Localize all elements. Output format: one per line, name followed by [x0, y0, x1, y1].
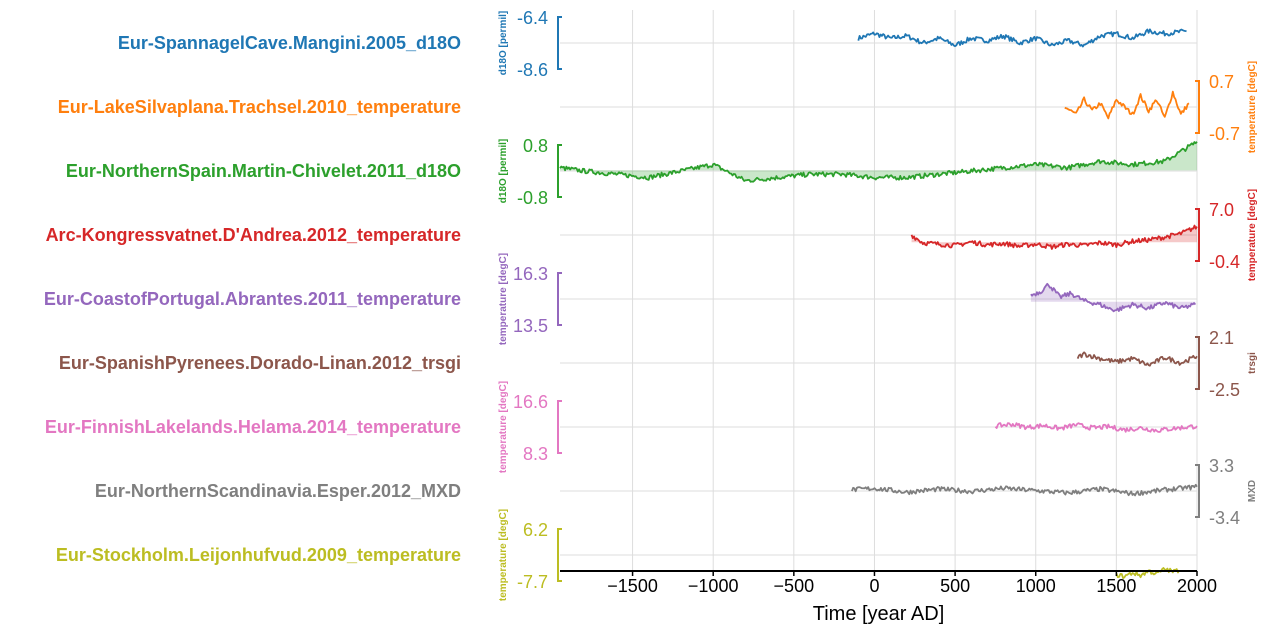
series-label: Arc-Kongressvatnet.D'Andrea.2012_tempera… — [46, 225, 461, 245]
y-tick-bottom: -8.6 — [517, 60, 548, 80]
y-tick-top: 2.1 — [1209, 328, 1234, 348]
y-axis-unit: temperature [degC] — [1247, 61, 1258, 153]
vertical-gridlines — [632, 10, 1198, 571]
y-axis-unit: trsgi — [1247, 352, 1258, 374]
y-tick-bottom: 8.3 — [523, 444, 548, 464]
y-axis — [557, 400, 562, 454]
series-line — [559, 141, 1198, 183]
y-tick-top: 6.2 — [523, 520, 548, 540]
x-tick-label: −1000 — [688, 576, 739, 596]
series-line — [1030, 282, 1197, 313]
series-label: Eur-SpannagelCave.Mangini.2005_d18O — [118, 33, 461, 53]
y-tick-top: -6.4 — [517, 8, 548, 28]
x-tick-label: 2000 — [1177, 576, 1217, 596]
y-axis — [557, 16, 562, 70]
series-row-5: Eur-SpanishPyrenees.Dorado-Linan.2012_tr… — [59, 328, 1258, 400]
series-row-0: Eur-SpannagelCave.Mangini.2005_d18O -6.4 -… — [118, 8, 1197, 80]
y-axis-unit: temperature [degC] — [498, 509, 509, 601]
series-label: Eur-SpanishPyrenees.Dorado-Linan.2012_tr… — [59, 353, 461, 373]
y-tick-bottom: -0.7 — [1209, 124, 1240, 144]
y-tick-bottom: -0.8 — [517, 188, 548, 208]
time-axis-label: Time [year AD] — [813, 603, 945, 625]
y-axis — [557, 144, 562, 198]
y-tick-top: 0.8 — [523, 136, 548, 156]
y-axis-unit: MXD — [1247, 480, 1258, 502]
x-tick-label: 500 — [940, 576, 970, 596]
y-axis — [1195, 208, 1200, 262]
time-axis: −1500 −1000 −500 0 500 1000 1500 2000 Time [yea… — [560, 570, 1217, 625]
series-rows: Eur-SpannagelCave.Mangini.2005_d18O -6.4 -… — [44, 8, 1258, 601]
series-label: Eur-NorthernSpain.Martin-Chivelet.2011_d… — [66, 161, 461, 181]
x-tick-label: −500 — [774, 576, 815, 596]
y-axis — [557, 272, 562, 326]
series-label: Eur-CoastofPortugal.Abrantes.2011_temper… — [44, 289, 461, 309]
y-axis — [1195, 336, 1200, 390]
series-fill — [1030, 283, 1196, 312]
y-axis-unit: d18O [permil] — [498, 11, 509, 75]
y-axis-unit: temperature [degC] — [1247, 189, 1258, 281]
series-row-7: Eur-NorthernScandinavia.Esper.2012_MXD 3.… — [95, 456, 1258, 528]
series-line — [994, 422, 1198, 433]
y-tick-top: 3.3 — [1209, 456, 1234, 476]
series-label: Eur-NorthernScandinavia.Esper.2012_MXD — [95, 481, 461, 501]
y-tick-bottom: -7.7 — [517, 572, 548, 592]
x-tick-label: 0 — [869, 576, 879, 596]
time-axis-ticks: −1500 −1000 −500 0 500 1000 1500 2000 — [607, 571, 1217, 596]
y-tick-top: 0.7 — [1209, 72, 1234, 92]
y-tick-top: 16.3 — [513, 264, 548, 284]
x-tick-label: 1500 — [1096, 576, 1136, 596]
series-row-4: Eur-CoastofPortugal.Abrantes.2011_temper… — [44, 253, 1197, 345]
y-tick-bottom: 13.5 — [513, 316, 548, 336]
y-axis-unit: temperature [degC] — [498, 381, 509, 473]
y-tick-bottom: -2.5 — [1209, 380, 1240, 400]
series-label: Eur-LakeSilvaplana.Trachsel.2010_tempera… — [58, 97, 461, 117]
series-row-8: Eur-Stockholm.Leijonhufvud.2009_temperat… — [56, 509, 1197, 601]
y-axis-unit: d18O [permil] — [498, 139, 509, 203]
series-label: Eur-FinnishLakelands.Helama.2014_tempera… — [45, 417, 461, 437]
x-tick-label: −1500 — [607, 576, 658, 596]
series-line — [910, 224, 1198, 250]
series-row-1: Eur-LakeSilvaplana.Trachsel.2010_tempera… — [58, 61, 1258, 153]
series-line — [1076, 351, 1198, 367]
series-row-2: Eur-NorthernSpain.Martin-Chivelet.2011_d… — [66, 136, 1198, 208]
y-axis — [1195, 80, 1200, 134]
series-row-3: Arc-Kongressvatnet.D'Andrea.2012_tempera… — [46, 189, 1258, 281]
series-line — [857, 28, 1187, 48]
y-tick-top: 16.6 — [513, 392, 548, 412]
y-tick-bottom: -0.4 — [1209, 252, 1240, 272]
series-row-6: Eur-FinnishLakelands.Helama.2014_tempera… — [45, 381, 1198, 473]
series-line — [1064, 90, 1190, 120]
y-axis — [557, 528, 562, 582]
series-fill — [560, 141, 1197, 182]
series-label: Eur-Stockholm.Leijonhufvud.2009_temperat… — [56, 545, 461, 565]
y-tick-bottom: -3.4 — [1209, 508, 1240, 528]
y-axis — [1195, 464, 1200, 518]
x-tick-label: 1000 — [1016, 576, 1056, 596]
y-axis-unit: temperature [degC] — [498, 253, 509, 345]
series-line — [851, 483, 1198, 497]
y-tick-top: 7.0 — [1209, 200, 1234, 220]
series-fill — [911, 225, 1197, 249]
